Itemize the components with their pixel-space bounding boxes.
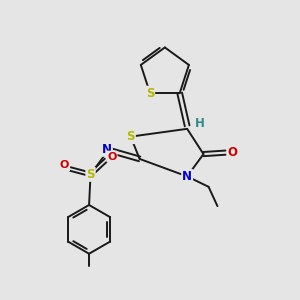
Text: O: O <box>227 146 237 159</box>
Text: N: N <box>182 170 192 183</box>
Text: S: S <box>86 168 95 181</box>
Text: S: S <box>126 130 135 143</box>
Text: O: O <box>60 160 69 170</box>
Text: H: H <box>195 117 205 130</box>
Text: N: N <box>102 143 112 156</box>
Text: O: O <box>107 152 117 161</box>
Text: S: S <box>146 87 154 100</box>
